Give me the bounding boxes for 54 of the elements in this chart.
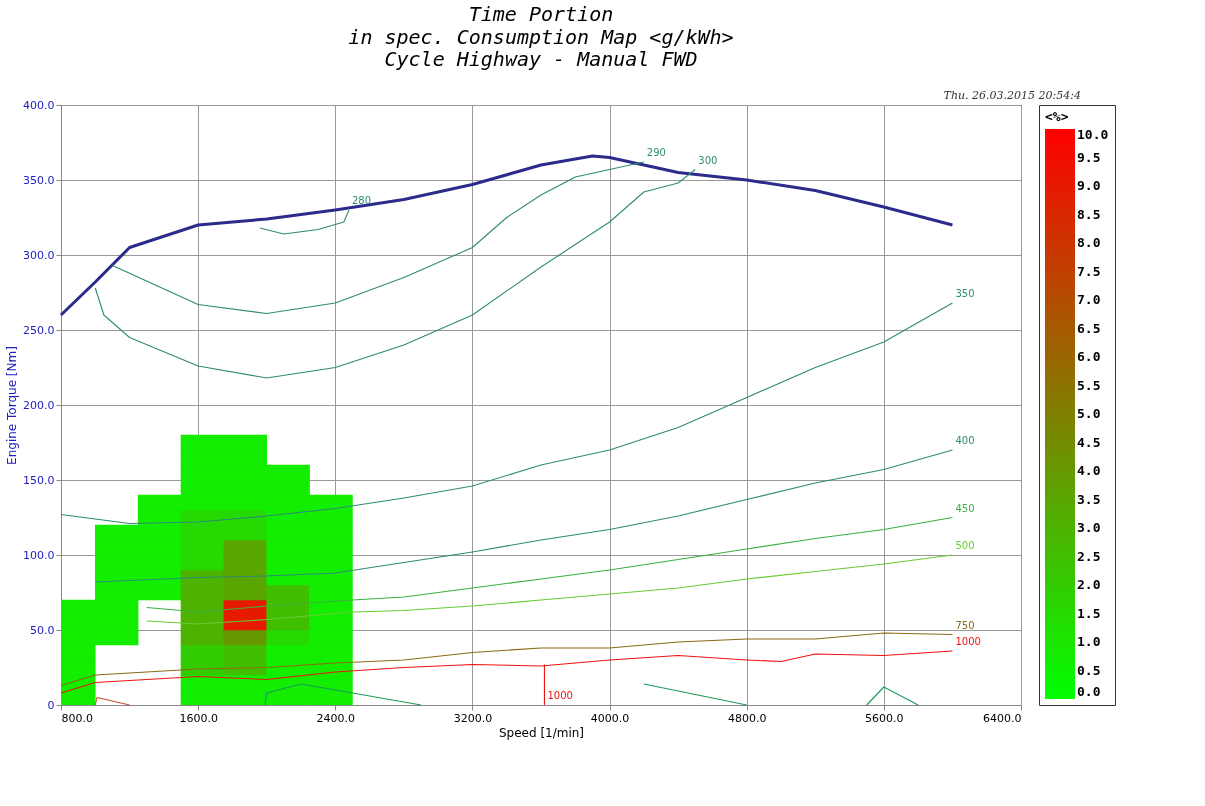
y-tick-label: 100.0 <box>23 548 55 562</box>
series-label: 350 <box>955 288 975 299</box>
color-bar-label: 4.0 <box>1077 463 1101 478</box>
y-tick-label: 0 <box>47 698 55 712</box>
color-bar-label: 1.5 <box>1077 605 1101 621</box>
y-tick-label: 50.0 <box>30 623 55 637</box>
color-bar-label: 8.5 <box>1077 206 1101 222</box>
series-label: 300 <box>698 154 718 166</box>
series-label: 280 <box>352 195 372 206</box>
y-tick-label: 350.0 <box>23 173 55 187</box>
series-label: 750 <box>955 619 975 631</box>
series-label: 450 <box>955 502 975 514</box>
y-tick-label: 300.0 <box>23 248 55 262</box>
y-tick-label: 150.0 <box>23 473 55 487</box>
color-bar-label: 5.5 <box>1077 377 1101 393</box>
x-tick-label: 5600.0 <box>865 711 904 725</box>
color-bar-label: 7.0 <box>1077 292 1101 307</box>
x-tick-label: 2400.0 <box>316 711 356 725</box>
x-tick-label: 4000.0 <box>590 711 630 725</box>
color-bar-label: 9.0 <box>1077 178 1101 193</box>
y-tick-label: 250.0 <box>23 323 55 337</box>
x-tick-label: 6400.0 <box>983 711 1022 725</box>
chart-subtitle: in spec. Consumption Map <g/kWh> Cycle Highway - Manual FWD <box>348 25 734 71</box>
color-bar-label: 3.5 <box>1077 491 1101 507</box>
color-bar-label: 1.0 <box>1077 634 1101 649</box>
series-label: 1000 <box>547 690 573 701</box>
series-label: 400 <box>955 435 975 446</box>
color-bar-label: 0.0 <box>1077 684 1101 699</box>
series-label: 500 <box>955 540 975 551</box>
color-bar-label: 2.0 <box>1077 577 1101 592</box>
y-tick-label: 400.0 <box>23 98 55 112</box>
y-axis-title: Engine Torque [Nm] <box>5 346 20 465</box>
series-label: 1000 <box>955 636 981 647</box>
x-tick-label: 4800.0 <box>727 711 767 725</box>
x-tick-label: 1600.0 <box>179 711 218 725</box>
text: Thu. 26.03.2015 20:54:4 <box>943 89 1081 102</box>
color-bar-label: 0.5 <box>1077 662 1101 678</box>
x-tick-label: 800.0 <box>61 711 93 725</box>
color-bar-label: 10.0 <box>1077 127 1109 142</box>
color-bar-label: 6.5 <box>1077 320 1101 336</box>
chart-title: Time Portion <box>468 2 614 26</box>
color-bar-label: 3.0 <box>1077 520 1101 535</box>
y-tick-label: 200.0 <box>23 398 55 412</box>
series-label: 290 <box>646 147 666 158</box>
color-bar-title: <%> <box>1045 109 1069 124</box>
color-bar-label: 4.5 <box>1077 434 1101 450</box>
color-bar-label: 8.0 <box>1077 235 1101 250</box>
color-bar-label: 6.0 <box>1077 349 1101 364</box>
color-bar-label: 2.5 <box>1077 548 1101 564</box>
color-bar-label: 7.5 <box>1077 263 1101 279</box>
color-bar-label: 5.0 <box>1077 406 1101 421</box>
x-tick-label: 3200.0 <box>453 711 493 725</box>
x-axis-title: Speed [1/min] <box>498 725 585 740</box>
color-bar-label: 9.5 <box>1077 149 1101 165</box>
